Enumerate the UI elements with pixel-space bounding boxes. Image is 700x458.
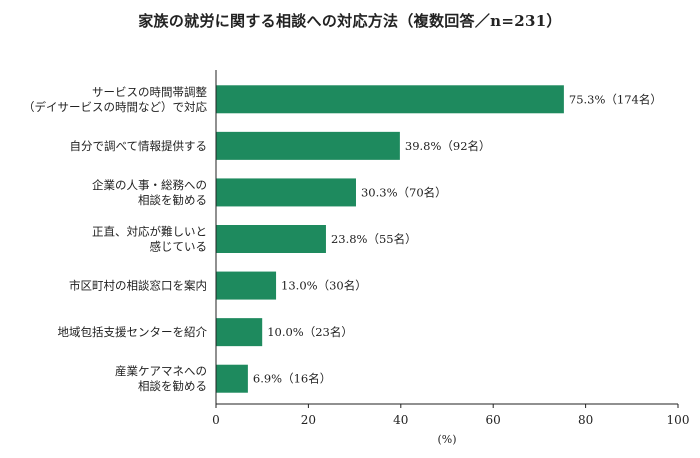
category-label: 正直、対応が難しいと感じている [92,225,207,254]
bar [216,131,400,160]
bar [216,318,263,347]
bar [216,85,564,114]
bars-layer: 75.3%（174名） サービスの時間帯調整（デイサービスの時間など）で対応 39.… [23,85,662,393]
category-label: 自分で調べて情報提供する [69,139,207,153]
bar-value-label: 13.0%（30名） [281,279,367,293]
bar-value-label: 75.3%（174名） [569,92,662,106]
category-label: 企業の人事・総務への相談を勧める [92,178,207,207]
axis-layer: 0 20 40 60 80 100 [212,70,689,427]
bar-value-label: 30.3%（70名） [361,185,447,199]
category-label: 産業ケアマネへの相談を勧める [115,364,207,393]
x-tick-label: 80 [578,413,593,427]
chart-title: 家族の就労に関する相談への対応方法（複数回答／n=231） [138,12,562,30]
bar-value-label: 23.8%（55名） [331,232,417,246]
bar-value-label: 39.8%（92名） [405,139,491,153]
category-label: 市区町村の相談窓口を案内 [69,279,207,293]
bar-value-label: 10.0%（23名） [267,325,353,339]
x-tick-label: 0 [212,413,220,427]
x-tick-label: 60 [486,413,501,427]
category-label: 地域包括支援センターを紹介 [58,325,208,339]
category-label: サービスの時間帯調整（デイサービスの時間など）で対応 [23,85,207,114]
bar [216,178,356,207]
bar-value-label: 6.9%（16名） [253,372,331,386]
bar [216,364,248,393]
x-tick-label: 100 [667,413,690,427]
x-axis-title: (%) [437,433,456,446]
bar [216,225,326,253]
x-tick-label: 40 [393,413,408,427]
x-tick-label: 20 [301,413,316,427]
bar [216,271,277,300]
